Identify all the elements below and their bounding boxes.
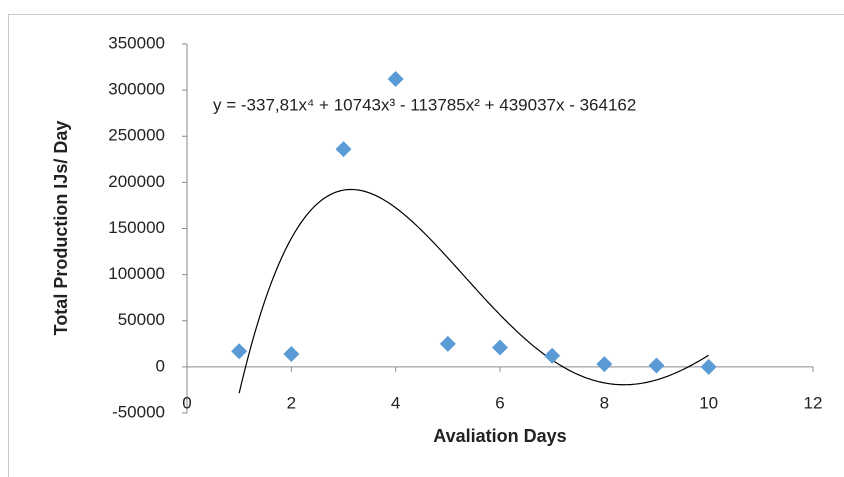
y-tick-label: 50000: [118, 310, 165, 329]
data-point: [648, 357, 665, 374]
y-axis-title: Total Production IJs/ Day: [51, 121, 71, 336]
y-tick-label: 350000: [108, 33, 165, 52]
chart-frame: [8, 14, 844, 477]
y-tick-label: 300000: [108, 80, 165, 99]
x-axis-title: Avaliation Days: [433, 426, 566, 446]
x-tick-label: 4: [391, 393, 400, 412]
data-point: [700, 358, 717, 375]
y-tick-label: 150000: [108, 218, 165, 237]
data-point: [596, 356, 613, 373]
trendline: [238, 188, 709, 394]
y-tick-label: 0: [156, 356, 165, 375]
x-tick-label: 6: [495, 393, 504, 412]
data-point: [544, 347, 561, 364]
x-tick-label: 10: [699, 393, 718, 412]
data-point: [387, 71, 404, 88]
data-point: [231, 343, 248, 360]
y-tick-label: 200000: [108, 172, 165, 191]
x-tick-label: 0: [182, 393, 191, 412]
data-point: [335, 141, 352, 158]
x-tick-label: 2: [287, 393, 296, 412]
y-tick-label: 100000: [108, 264, 165, 283]
data-point: [439, 335, 456, 352]
y-tick-label: -50000: [112, 402, 165, 421]
data-point: [492, 339, 508, 356]
x-tick-label: 8: [600, 393, 609, 412]
trendline-equation: y = -337,81x⁴ + 10743x³ - 113785x² + 439…: [213, 95, 636, 114]
x-tick-label: 12: [804, 393, 823, 412]
data-point: [283, 345, 300, 362]
y-tick-label: 250000: [108, 126, 165, 145]
